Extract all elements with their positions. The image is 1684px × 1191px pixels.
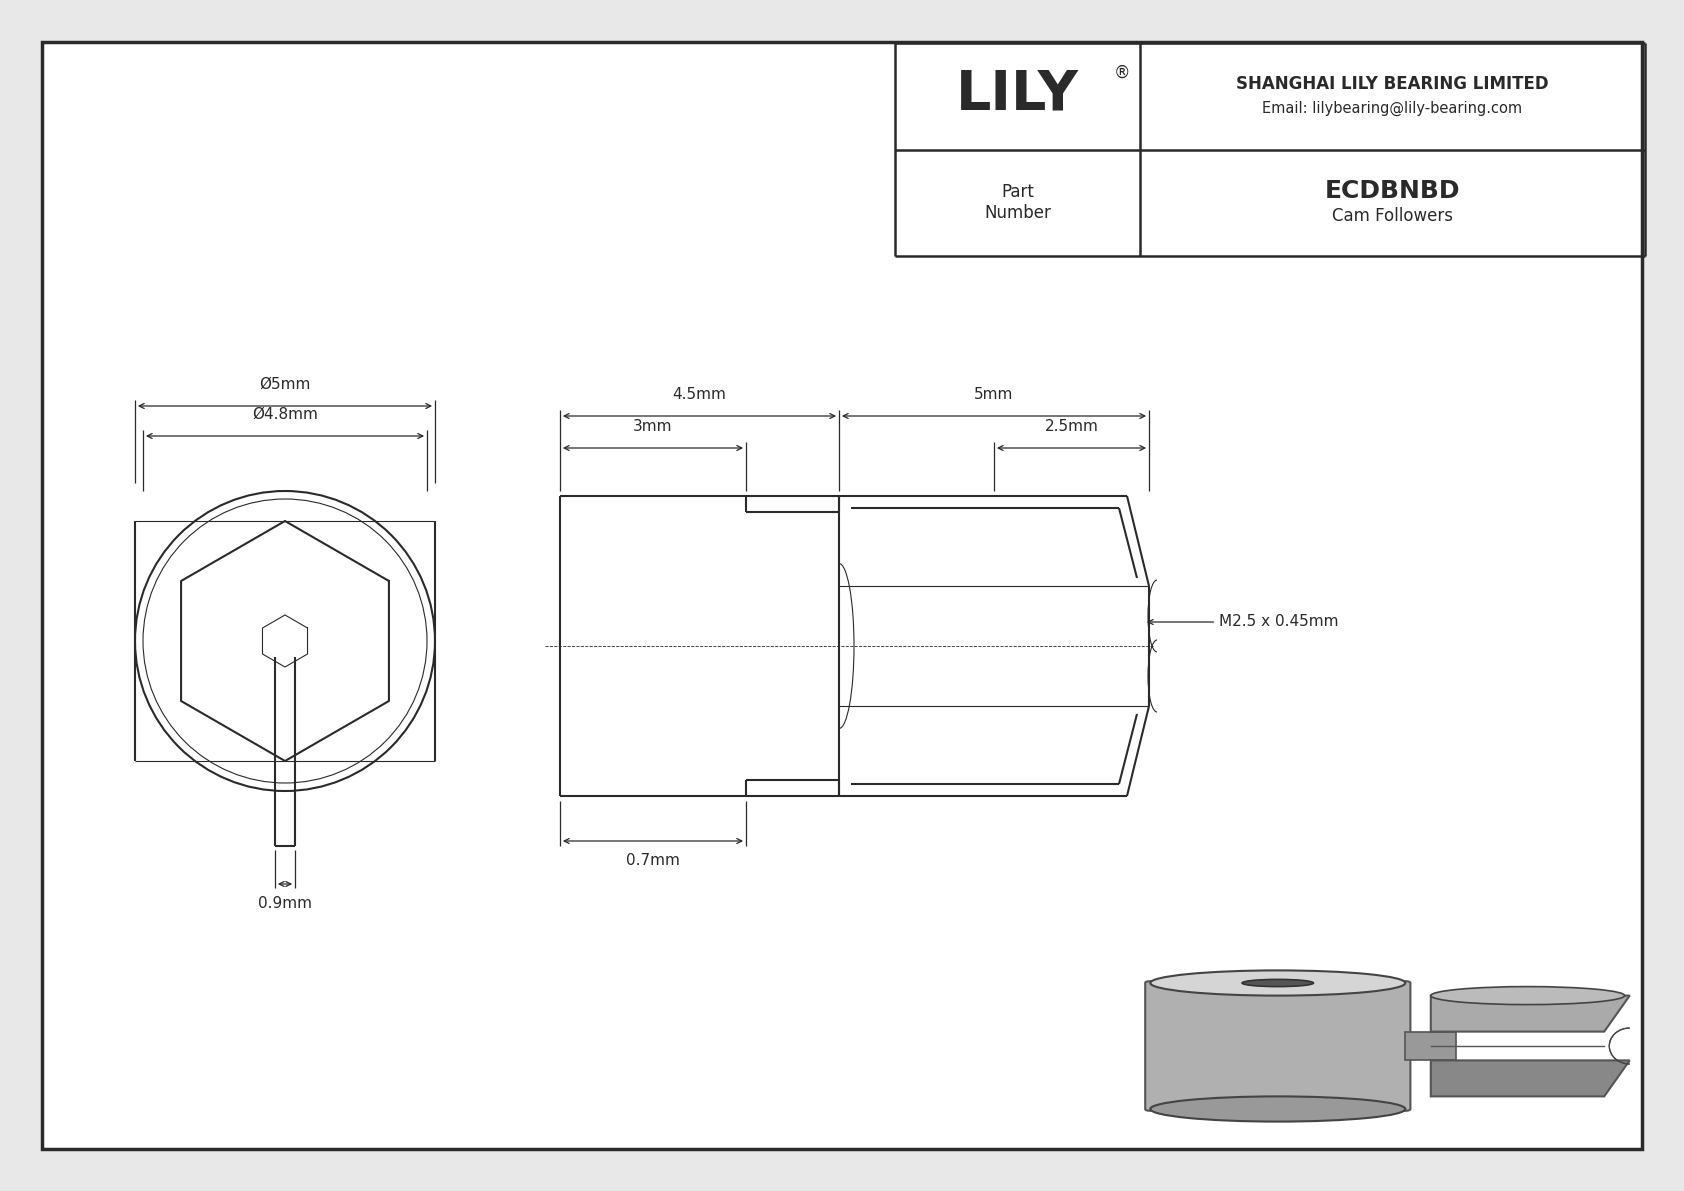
Text: Ø5mm: Ø5mm [259, 378, 310, 392]
Text: 3mm: 3mm [633, 419, 672, 434]
Text: Cam Followers: Cam Followers [1332, 207, 1453, 225]
Polygon shape [1406, 1031, 1457, 1060]
FancyBboxPatch shape [1145, 981, 1411, 1111]
Text: M2.5 x 0.45mm: M2.5 x 0.45mm [1148, 615, 1339, 630]
Ellipse shape [1431, 986, 1625, 1004]
Text: LILY: LILY [957, 67, 1079, 121]
Polygon shape [1431, 1060, 1630, 1097]
Text: Email: lilybearing@lily-bearing.com: Email: lilybearing@lily-bearing.com [1263, 101, 1522, 116]
Text: 0.7mm: 0.7mm [626, 853, 680, 868]
Text: ®: ® [1113, 64, 1130, 82]
Text: Ø4.8mm: Ø4.8mm [253, 407, 318, 422]
Ellipse shape [1150, 1097, 1406, 1122]
Text: 2.5mm: 2.5mm [1044, 419, 1098, 434]
Ellipse shape [1243, 979, 1314, 986]
Polygon shape [1431, 996, 1630, 1031]
Text: SHANGHAI LILY BEARING LIMITED: SHANGHAI LILY BEARING LIMITED [1236, 75, 1549, 93]
Text: 0.9mm: 0.9mm [258, 896, 312, 911]
Text: 4.5mm: 4.5mm [672, 387, 726, 403]
Text: Part
Number: Part Number [983, 183, 1051, 223]
Ellipse shape [1150, 971, 1406, 996]
Text: ECDBNBD: ECDBNBD [1325, 179, 1460, 202]
Text: 5mm: 5mm [975, 387, 1014, 403]
